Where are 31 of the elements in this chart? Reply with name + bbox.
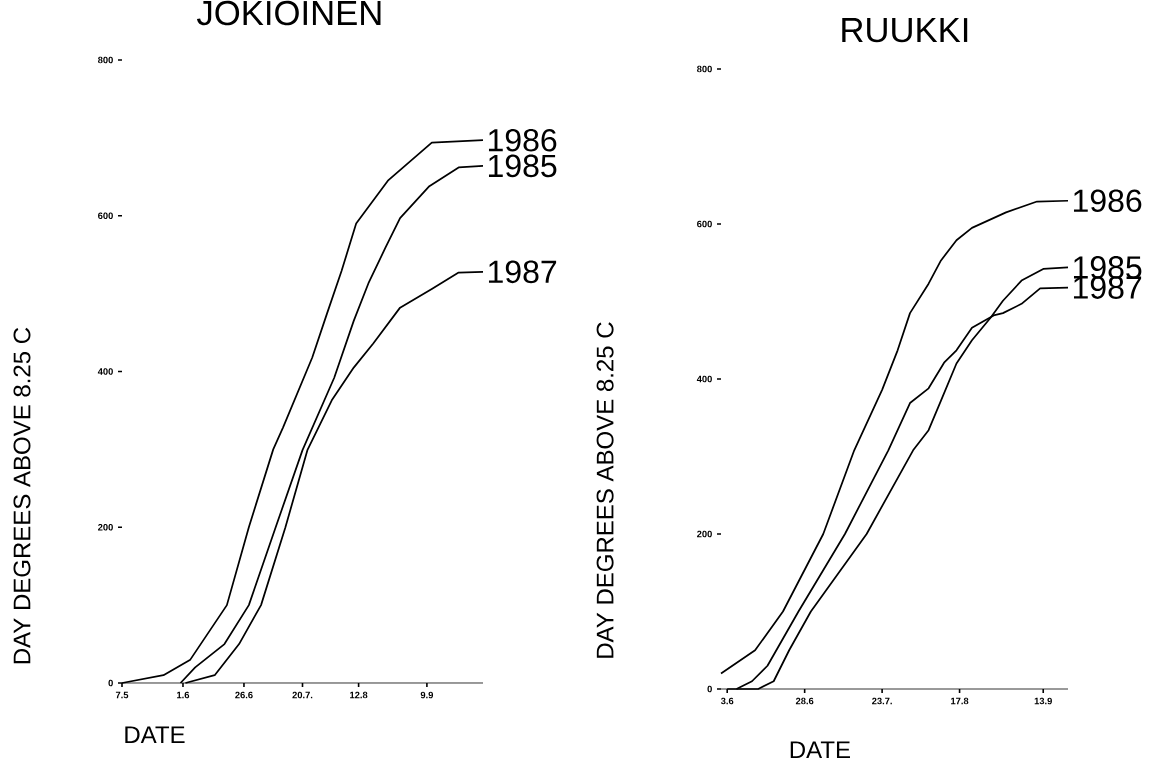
x-tick-label: 17.8: [951, 697, 969, 705]
series-label: 1986: [1073, 189, 1142, 213]
y-tick-label: 400: [696, 375, 712, 383]
series-label: 1987: [488, 260, 557, 284]
y-tick-label: 800: [98, 56, 113, 64]
x-tick-label: 28.6: [795, 697, 814, 705]
x-tick-label: 9.9: [420, 691, 434, 699]
x-tick-label: 26.6: [235, 691, 253, 699]
y-tick-label: 200: [98, 523, 113, 531]
y-tick-label: 400: [97, 368, 113, 375]
x-tick-label: 13.9: [1034, 697, 1052, 705]
x-axis-title: DATE: [790, 741, 850, 759]
y-tick-label: 800: [697, 65, 712, 73]
x-tick-label: 3.6: [720, 697, 734, 705]
y-tick-label: 600: [697, 220, 712, 228]
chart-title: JOKIOINEN: [196, 0, 381, 26]
y-tick-label: 600: [98, 212, 113, 220]
series-label: 1986: [488, 128, 557, 152]
x-tick-label: 23.7.: [872, 697, 892, 705]
y-axis-title: DAY DEGREES ABOVE 8.25 C: [13, 327, 31, 664]
chart-title: RUUKKI: [842, 18, 968, 43]
x-tick-label: 20.7.: [292, 691, 313, 699]
y-axis-title: DAY DEGREES ABOVE 8.25 C: [596, 322, 614, 658]
x-tick-label: 7.5: [115, 691, 129, 699]
y-tick-label: 200: [697, 530, 712, 538]
x-tick-label: 1.6: [177, 691, 190, 699]
y-tick-label: 0: [108, 679, 113, 687]
x-tick-label: 12.8: [350, 691, 368, 699]
x-axis-title: DATE: [125, 726, 185, 743]
y-tick-label: 0: [707, 685, 712, 693]
series-label: 1985: [488, 154, 557, 178]
